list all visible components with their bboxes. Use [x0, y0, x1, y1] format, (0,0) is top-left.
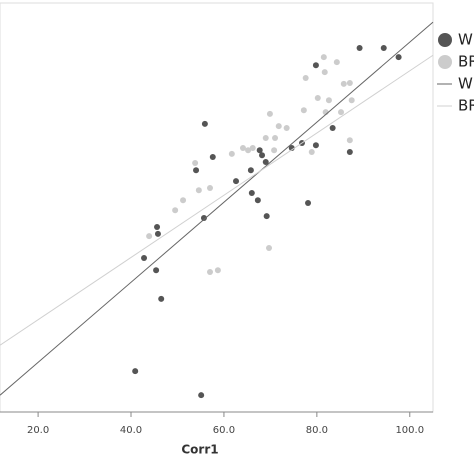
point [228, 150, 235, 157]
point [198, 392, 205, 399]
x-tick-label: 20.0 [27, 425, 49, 436]
x-axis-title: Corr1 [181, 443, 218, 457]
point [340, 80, 347, 87]
legend-label: BR [458, 97, 474, 115]
point [312, 142, 319, 149]
regression-line [0, 54, 434, 346]
point [193, 167, 200, 174]
x-tick-label: 60.0 [213, 425, 235, 436]
point [305, 199, 312, 206]
point [262, 159, 269, 166]
point [275, 123, 282, 130]
point [346, 149, 353, 156]
regression-line [0, 21, 434, 396]
point [233, 178, 240, 185]
x-tick-label: 40.0 [120, 425, 142, 436]
point [272, 134, 279, 141]
point [200, 214, 207, 221]
point [380, 44, 387, 51]
point [321, 69, 328, 76]
point [346, 137, 353, 144]
point [132, 368, 139, 375]
point [154, 224, 161, 231]
point [300, 107, 307, 114]
point [206, 184, 213, 191]
point [195, 187, 202, 194]
plot-frame [0, 2, 434, 413]
point [146, 233, 153, 240]
point [256, 147, 263, 154]
x-tick-label: 100.0 [395, 425, 424, 436]
point [338, 109, 345, 116]
point [346, 79, 353, 86]
point [395, 54, 402, 61]
point [312, 62, 319, 69]
point [262, 134, 269, 141]
point [329, 124, 336, 131]
legend-label: W [458, 31, 473, 49]
point [283, 124, 290, 131]
point [180, 197, 187, 204]
point [192, 159, 199, 166]
point [172, 207, 179, 214]
legend-swatch [438, 55, 452, 69]
point [206, 269, 213, 276]
point [314, 94, 321, 101]
point [239, 144, 246, 151]
point [209, 154, 216, 161]
point [214, 267, 221, 274]
x-tick-label: 80.0 [306, 425, 328, 436]
point [356, 44, 363, 51]
point [254, 197, 261, 204]
point [158, 295, 165, 302]
point [266, 110, 273, 117]
legend-label: BR [458, 53, 474, 71]
point [249, 144, 256, 151]
point [154, 230, 161, 237]
point [348, 97, 355, 104]
point [320, 54, 327, 61]
point [245, 147, 252, 154]
point [247, 167, 254, 174]
point [259, 152, 266, 159]
point [325, 97, 332, 104]
point [271, 147, 278, 154]
point [302, 74, 309, 81]
point [308, 149, 315, 156]
legend-label: W [458, 75, 473, 93]
point [288, 144, 295, 151]
point [333, 59, 340, 66]
point [265, 244, 272, 251]
point [201, 120, 208, 127]
point [153, 267, 160, 274]
point [141, 254, 148, 261]
point [248, 189, 255, 196]
point [263, 213, 270, 220]
legend-swatch [438, 33, 452, 47]
